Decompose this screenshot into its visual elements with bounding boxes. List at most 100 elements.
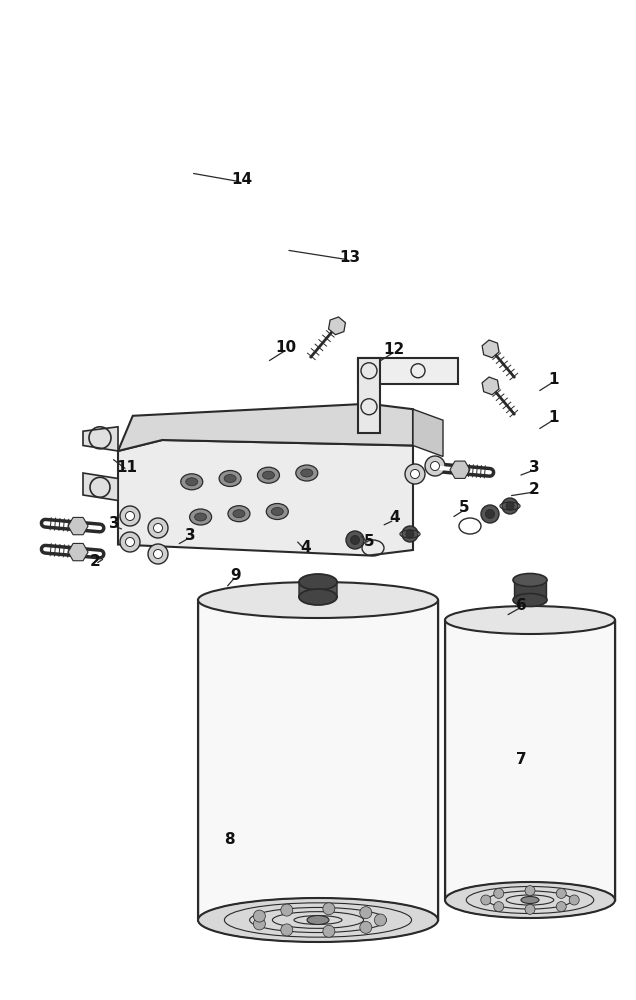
Ellipse shape — [307, 916, 329, 924]
Text: 3: 3 — [109, 516, 120, 532]
Polygon shape — [358, 358, 458, 384]
Polygon shape — [83, 473, 118, 500]
Ellipse shape — [224, 475, 236, 483]
Ellipse shape — [272, 508, 283, 516]
Ellipse shape — [263, 471, 275, 479]
Circle shape — [425, 456, 445, 476]
Ellipse shape — [198, 582, 438, 618]
Text: 5: 5 — [459, 500, 469, 516]
Circle shape — [525, 886, 535, 896]
Circle shape — [506, 502, 514, 510]
Circle shape — [323, 925, 335, 937]
Ellipse shape — [296, 465, 318, 481]
Text: 14: 14 — [231, 172, 252, 188]
Circle shape — [485, 510, 495, 518]
Circle shape — [486, 381, 495, 391]
Polygon shape — [358, 358, 380, 433]
Polygon shape — [118, 404, 413, 451]
Polygon shape — [482, 340, 499, 358]
Text: 1: 1 — [548, 410, 558, 426]
Ellipse shape — [445, 606, 615, 634]
Circle shape — [556, 902, 566, 912]
Text: 4: 4 — [300, 540, 310, 556]
Circle shape — [148, 518, 168, 538]
Circle shape — [569, 895, 579, 905]
Ellipse shape — [181, 474, 203, 490]
Circle shape — [494, 902, 504, 912]
Circle shape — [502, 498, 518, 514]
Circle shape — [494, 888, 504, 898]
Text: 3: 3 — [186, 528, 196, 542]
Circle shape — [323, 903, 335, 915]
Circle shape — [153, 550, 163, 558]
Bar — [514, 580, 546, 600]
Circle shape — [481, 895, 491, 905]
Bar — [198, 600, 438, 920]
Circle shape — [375, 914, 387, 926]
Polygon shape — [68, 517, 88, 535]
Circle shape — [406, 530, 414, 538]
Circle shape — [281, 904, 293, 916]
Circle shape — [405, 464, 425, 484]
Text: 8: 8 — [224, 832, 234, 848]
Ellipse shape — [258, 467, 279, 483]
Circle shape — [486, 344, 495, 354]
Circle shape — [120, 506, 140, 526]
Circle shape — [350, 536, 359, 544]
Circle shape — [481, 505, 499, 523]
Text: 2: 2 — [90, 554, 100, 570]
Circle shape — [120, 532, 140, 552]
Ellipse shape — [513, 574, 547, 586]
Polygon shape — [450, 461, 470, 478]
Text: 5: 5 — [364, 534, 374, 550]
Circle shape — [332, 321, 342, 331]
Ellipse shape — [299, 574, 337, 590]
Circle shape — [360, 907, 372, 919]
Circle shape — [360, 921, 372, 933]
Bar — [445, 620, 615, 900]
Ellipse shape — [228, 506, 250, 522]
Circle shape — [346, 531, 364, 549]
Text: 12: 12 — [384, 342, 405, 358]
Ellipse shape — [266, 504, 288, 520]
Circle shape — [148, 544, 168, 564]
Ellipse shape — [219, 471, 241, 487]
Circle shape — [525, 904, 535, 914]
Text: 10: 10 — [275, 340, 297, 356]
Polygon shape — [118, 440, 413, 556]
Polygon shape — [329, 317, 345, 335]
Ellipse shape — [186, 478, 198, 486]
Text: 3: 3 — [529, 460, 539, 476]
Circle shape — [431, 462, 439, 471]
Polygon shape — [413, 409, 443, 456]
Circle shape — [125, 512, 134, 520]
Text: 1: 1 — [548, 372, 558, 387]
Circle shape — [402, 526, 418, 542]
FancyBboxPatch shape — [299, 581, 337, 598]
Ellipse shape — [190, 509, 212, 525]
Circle shape — [253, 918, 265, 930]
Text: 7: 7 — [516, 752, 527, 768]
Text: 4: 4 — [389, 510, 399, 526]
Ellipse shape — [195, 513, 207, 521]
Ellipse shape — [299, 589, 337, 605]
Circle shape — [556, 888, 566, 898]
Text: 13: 13 — [339, 250, 361, 265]
Ellipse shape — [521, 896, 539, 904]
Ellipse shape — [301, 469, 313, 477]
Polygon shape — [83, 427, 118, 451]
Circle shape — [410, 470, 420, 479]
Text: 11: 11 — [116, 460, 138, 476]
Circle shape — [125, 538, 134, 546]
Circle shape — [153, 524, 163, 532]
Ellipse shape — [198, 898, 438, 942]
Ellipse shape — [513, 593, 547, 606]
Text: 9: 9 — [230, 568, 240, 582]
Circle shape — [281, 924, 293, 936]
Circle shape — [253, 910, 265, 922]
Polygon shape — [482, 377, 499, 395]
Text: 6: 6 — [516, 597, 527, 612]
Polygon shape — [68, 543, 88, 561]
Ellipse shape — [233, 510, 245, 518]
Text: 2: 2 — [529, 483, 539, 497]
